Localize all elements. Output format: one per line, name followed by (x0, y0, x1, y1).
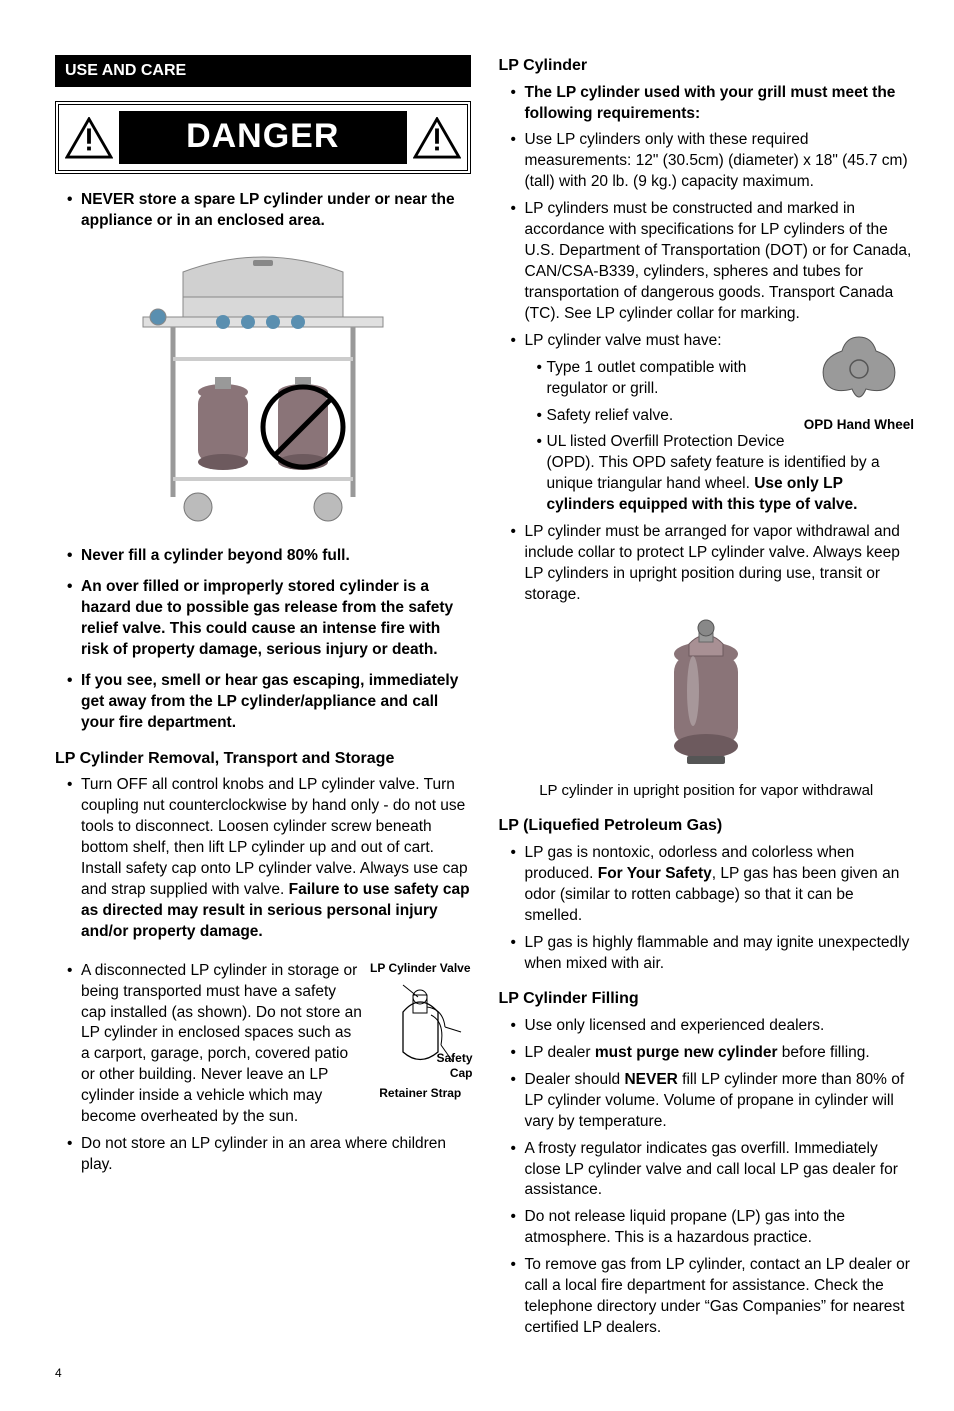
filling-item: LP dealer must purge new cylinder before… (511, 1043, 915, 1064)
filling-item: Use only licensed and experienced dealer… (511, 1016, 915, 1037)
danger-bullet: NEVER store a spare LP cylinder under or… (67, 190, 471, 232)
section-header: USE AND CARE (55, 55, 471, 87)
danger-bullet: An over filled or improperly stored cyli… (67, 577, 471, 661)
lp-cylinder-heading: LP Cylinder (499, 55, 915, 77)
warning-triangle-icon (413, 117, 461, 159)
valve-sub-item: UL listed Overfill Protection Device (OP… (537, 432, 915, 516)
grill-cylinder-diagram (113, 242, 413, 532)
danger-label: DANGER (119, 111, 407, 165)
valve-sub-item: Type 1 outlet compatible with regulator … (537, 358, 915, 400)
filling-item: A frosty regulator indicates gas overfil… (511, 1139, 915, 1202)
lp-gas-list: LP gas is nontoxic, odorless and colorle… (499, 843, 915, 975)
lp-gas-item: LP gas is highly flammable and may ignit… (511, 933, 915, 975)
lp-cyl-item: OPD Hand Wheel LP cylinder valve must ha… (511, 331, 915, 516)
danger-bullet: If you see, smell or hear gas escaping, … (67, 671, 471, 734)
danger-bullet-list-2: Never fill a cylinder beyond 80% full. A… (55, 546, 471, 733)
filling-list: Use only licensed and experienced dealer… (499, 1016, 915, 1339)
removal-item: Turn OFF all control knobs and LP cylind… (67, 775, 471, 942)
filling-item: Do not release liquid propane (LP) gas i… (511, 1207, 915, 1249)
lp-cyl-item: Use LP cylinders only with these require… (511, 130, 915, 193)
lp-cyl-item: The LP cylinder used with your grill mus… (511, 83, 915, 125)
upright-cylinder-figure: LP cylinder in upright position for vapo… (499, 616, 915, 802)
removal-item: A disconnected LP cylinder in storage or… (67, 961, 471, 1128)
removal-heading: LP Cylinder Removal, Transport and Stora… (55, 748, 471, 770)
removal-item: Do not store an LP cylinder in an area w… (67, 1134, 471, 1176)
danger-bullet: Never fill a cylinder beyond 80% full. (67, 546, 471, 567)
danger-bullet-list: NEVER store a spare LP cylinder under or… (55, 190, 471, 232)
removal-list-2: A disconnected LP cylinder in storage or… (55, 961, 471, 1176)
warning-triangle-icon (65, 117, 113, 159)
removal-list: Turn OFF all control knobs and LP cylind… (55, 775, 471, 942)
lp-gas-heading: LP (Liquefied Petroleum Gas) (499, 815, 915, 837)
page-number: 4 (55, 1365, 914, 1381)
lp-cyl-item: LP cylinder must be arranged for vapor w… (511, 522, 915, 606)
valve-sub-item: Safety relief valve. (537, 406, 915, 427)
filling-item: Dealer should NEVER fill LP cylinder mor… (511, 1070, 915, 1133)
lp-gas-item: LP gas is nontoxic, odorless and colorle… (511, 843, 915, 927)
filling-item: To remove gas from LP cylinder, contact … (511, 1255, 915, 1339)
lp-cyl-item: LP cylinders must be constructed and mar… (511, 199, 915, 325)
lp-cylinder-list: The LP cylinder used with your grill mus… (499, 83, 915, 606)
filling-heading: LP Cylinder Filling (499, 988, 915, 1010)
danger-banner: DANGER (55, 101, 471, 175)
